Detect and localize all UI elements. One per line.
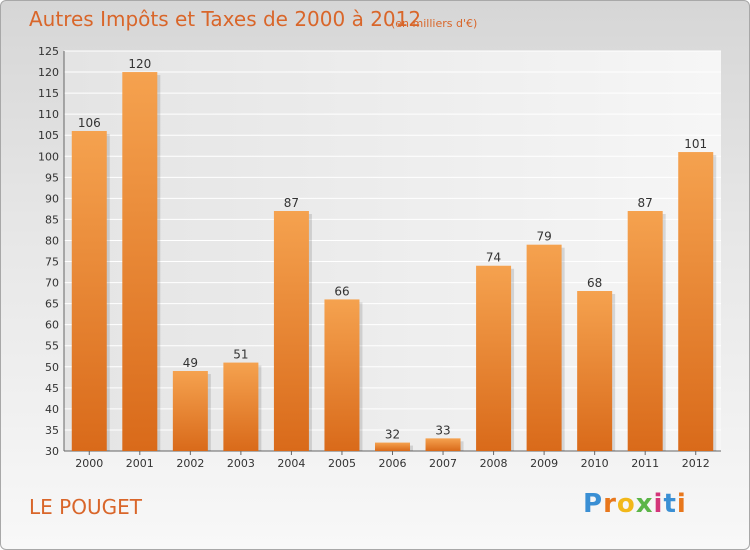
bar-value-label: 101 xyxy=(684,137,707,151)
y-tick-label: 105 xyxy=(38,129,59,142)
y-tick-label: 65 xyxy=(45,298,59,311)
chart-subtitle: (en milliers d'€) xyxy=(391,17,478,30)
bar-value-label: 51 xyxy=(233,348,248,362)
x-tick-label: 2006 xyxy=(379,457,407,470)
y-tick-label: 85 xyxy=(45,213,59,226)
bar xyxy=(324,299,360,451)
y-tick-label: 110 xyxy=(38,108,59,121)
logo-letter: i xyxy=(676,489,687,519)
bar-value-label: 79 xyxy=(536,230,551,244)
x-tick-label: 2002 xyxy=(176,457,204,470)
logo-letter: o xyxy=(616,489,636,519)
bar xyxy=(476,265,512,451)
bar xyxy=(273,211,309,451)
y-tick-label: 80 xyxy=(45,234,59,247)
y-tick-label: 55 xyxy=(45,340,59,353)
bar-value-label: 74 xyxy=(486,251,501,265)
bar xyxy=(627,211,663,451)
y-tick-label: 35 xyxy=(45,424,59,437)
y-tick-label: 30 xyxy=(45,445,59,458)
x-tick-label: 2011 xyxy=(631,457,659,470)
bar-value-label: 87 xyxy=(638,196,653,210)
x-tick-label: 2012 xyxy=(682,457,710,470)
proxiti-logo: Proxiti xyxy=(583,489,687,519)
x-tick-label: 2000 xyxy=(75,457,103,470)
y-tick-label: 100 xyxy=(38,150,59,163)
logo-letter: x xyxy=(635,489,654,519)
plot-area xyxy=(64,51,721,451)
chart-title: Autres Impôts et Taxes de 2000 à 2012 xyxy=(29,7,422,31)
logo-letter: r xyxy=(603,489,617,519)
y-tick-label: 115 xyxy=(38,87,59,100)
bar-value-label: 68 xyxy=(587,276,602,290)
x-tick-label: 2004 xyxy=(277,457,305,470)
bar xyxy=(122,72,158,451)
x-tick-label: 2005 xyxy=(328,457,356,470)
y-tick-label: 70 xyxy=(45,277,59,290)
bar-value-label: 120 xyxy=(128,57,151,71)
y-tick-label: 95 xyxy=(45,171,59,184)
bar-value-label: 49 xyxy=(183,356,198,370)
y-tick-label: 40 xyxy=(45,403,59,416)
y-tick-label: 50 xyxy=(45,361,59,374)
bar-value-label: 106 xyxy=(78,116,101,130)
y-tick-label: 125 xyxy=(38,45,59,58)
logo-letter: t xyxy=(663,489,677,519)
bar xyxy=(375,442,410,451)
bar-value-label: 32 xyxy=(385,428,400,442)
bar xyxy=(526,244,562,451)
bar xyxy=(678,152,714,452)
bar-value-label: 87 xyxy=(284,196,299,210)
bar-value-label: 33 xyxy=(435,423,450,437)
x-tick-label: 2003 xyxy=(227,457,255,470)
y-tick-label: 75 xyxy=(45,256,59,269)
bar xyxy=(577,291,613,451)
x-tick-label: 2001 xyxy=(126,457,154,470)
commune-name: LE POUGET xyxy=(29,495,142,519)
logo-letter: i xyxy=(653,489,664,519)
y-tick-label: 120 xyxy=(38,66,59,79)
x-tick-label: 2010 xyxy=(581,457,609,470)
bar xyxy=(71,131,107,451)
bar xyxy=(172,371,208,451)
x-tick-label: 2009 xyxy=(530,457,558,470)
y-tick-label: 90 xyxy=(45,192,59,205)
bar xyxy=(425,438,461,451)
x-tick-label: 2007 xyxy=(429,457,457,470)
logo-letter: P xyxy=(583,489,604,519)
x-tick-label: 2008 xyxy=(480,457,508,470)
bar-value-label: 66 xyxy=(334,284,349,298)
y-tick-label: 45 xyxy=(45,382,59,395)
y-tick-label: 60 xyxy=(45,319,59,332)
bar xyxy=(223,362,259,451)
